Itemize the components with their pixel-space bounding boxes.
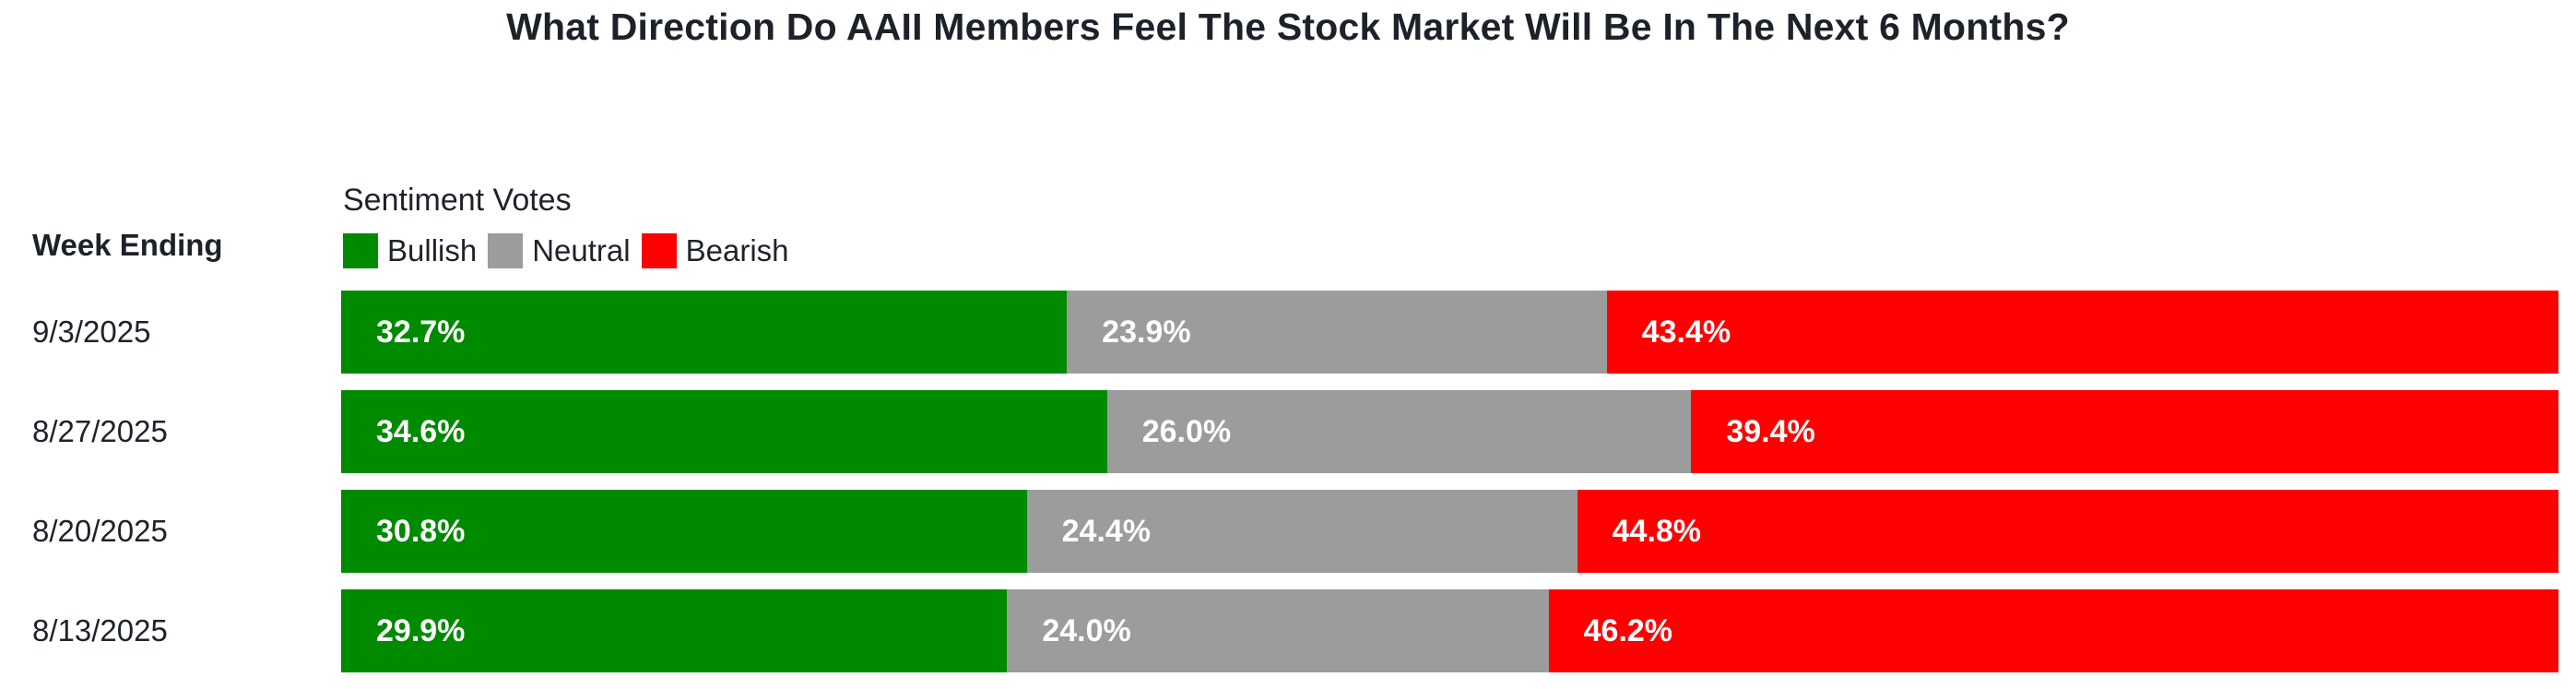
bar-value-label: 44.8% — [1612, 513, 1702, 549]
legend-item-neutral: Neutral — [488, 233, 631, 268]
bar-segment-neutral: 23.9% — [1067, 291, 1607, 374]
bar-segment-bullish: 32.7% — [341, 291, 1068, 374]
chart-row: 9/3/2025 32.7% 23.9% 43.4% — [0, 291, 2558, 374]
bar-segment-bullish: 34.6% — [341, 390, 1107, 473]
week-label: 8/13/2025 — [32, 613, 168, 647]
bar-value-label: 32.7% — [376, 314, 466, 350]
bar-value-label: 29.9% — [376, 612, 466, 648]
bar-segment-bullish: 30.8% — [341, 490, 1027, 573]
legend-item-bullish: Bullish — [343, 233, 477, 268]
legend-heading: Sentiment Votes — [343, 183, 572, 218]
week-label: 9/3/2025 — [32, 315, 151, 349]
bar-value-label: 34.6% — [376, 413, 466, 449]
legend-swatch-bearish — [641, 233, 677, 268]
chart-row: 8/20/2025 30.8% 24.4% 44.8% — [0, 490, 2558, 573]
legend-row: Bullish Neutral Bearish — [343, 233, 789, 268]
bar-value-label: 23.9% — [1102, 314, 1191, 350]
bar-segment-neutral: 24.4% — [1026, 490, 1578, 573]
stacked-bar: 32.7% 23.9% 43.4% — [341, 291, 2558, 374]
stacked-bar: 30.8% 24.4% 44.8% — [341, 490, 2558, 573]
stacked-bar: 34.6% 26.0% 39.4% — [341, 390, 2558, 473]
bar-segment-bearish: 46.2% — [1548, 589, 2559, 672]
bar-segment-neutral: 26.0% — [1106, 390, 1692, 473]
legend-item-bearish: Bearish — [641, 233, 789, 268]
legend-swatch-neutral — [488, 233, 524, 268]
bar-segment-neutral: 24.0% — [1007, 589, 1549, 672]
bar-value-label: 30.8% — [376, 513, 466, 549]
legend-label-bearish: Bearish — [685, 233, 789, 267]
stacked-bar: 29.9% 24.0% 46.2% — [341, 589, 2559, 672]
bar-segment-bearish: 43.4% — [1606, 291, 2558, 374]
legend: Sentiment Votes Bullish Neutral Bearish — [343, 183, 789, 268]
bar-segment-bearish: 39.4% — [1691, 390, 2558, 473]
bar-value-label: 46.2% — [1583, 612, 1673, 648]
bar-segment-bullish: 29.9% — [341, 589, 1008, 672]
bar-value-label: 24.4% — [1061, 513, 1152, 549]
bar-chart: 9/3/2025 32.7% 23.9% 43.4% 8/27/2025 34.6% 26.… — [0, 291, 2559, 689]
chart-row: 8/27/2025 34.6% 26.0% 39.4% — [0, 390, 2558, 473]
page-title: What Direction Do AAII Members Feel The … — [506, 6, 2070, 48]
chart-row: 8/13/2025 29.9% 24.0% 46.2% — [0, 589, 2559, 672]
bar-value-label: 39.4% — [1726, 413, 1815, 449]
bar-value-label: 24.0% — [1042, 612, 1131, 648]
week-label: 8/27/2025 — [32, 414, 168, 448]
bar-segment-bearish: 44.8% — [1577, 490, 2558, 573]
legend-swatch-bullish — [343, 233, 378, 268]
bar-value-label: 43.4% — [1641, 314, 1731, 350]
legend-label-neutral: Neutral — [532, 233, 631, 267]
week-label: 8/20/2025 — [32, 514, 168, 548]
week-ending-label: Week Ending — [32, 228, 223, 262]
bar-value-label: 26.0% — [1141, 413, 1232, 449]
legend-label-bullish: Bullish — [387, 233, 478, 267]
